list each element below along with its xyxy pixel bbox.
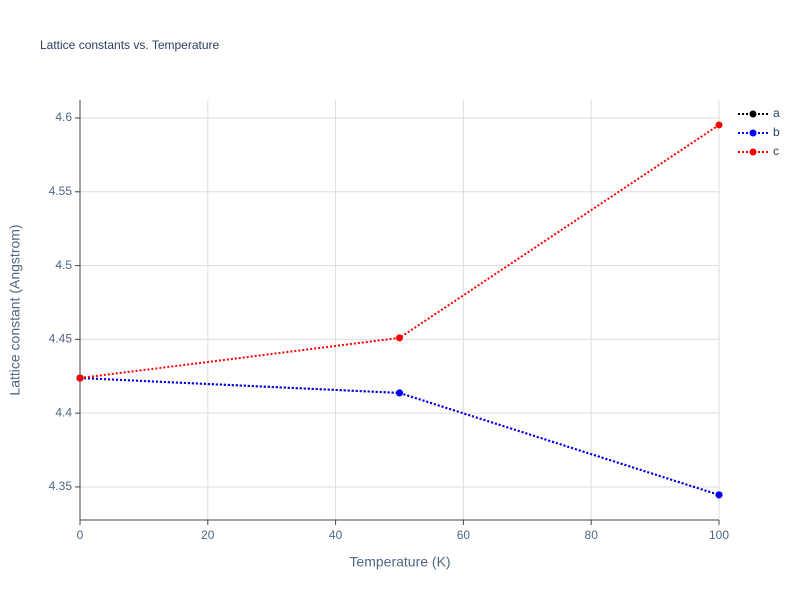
point — [715, 121, 723, 129]
point — [76, 374, 84, 382]
legend-marker — [749, 110, 757, 118]
legend-label: b — [773, 125, 780, 139]
x-tick-label: 20 — [201, 528, 215, 542]
legend-marker — [749, 129, 757, 137]
chart-title: Lattice constants vs. Temperature — [40, 38, 220, 52]
series-line — [79, 124, 720, 380]
legend-label: a — [773, 106, 780, 120]
y-tick-label: 4.35 — [49, 479, 73, 493]
y-tick-label: 4.4 — [55, 405, 72, 419]
x-axis-label: Temperature (K) — [349, 554, 450, 570]
legend-marker — [749, 148, 757, 156]
x-tick-label: 80 — [585, 528, 599, 542]
x-tick-label: 0 — [77, 528, 84, 542]
point — [715, 491, 723, 499]
x-tick-label: 60 — [457, 528, 471, 542]
y-tick-label: 4.45 — [49, 332, 73, 346]
x-tick-label: 100 — [709, 528, 729, 542]
x-tick-label: 40 — [329, 528, 343, 542]
point — [396, 334, 403, 342]
y-tick-label: 4.6 — [55, 110, 72, 124]
point — [396, 389, 403, 397]
y-axis-label: Lattice constant (Angstrom) — [7, 224, 23, 395]
legend-label: c — [773, 144, 779, 158]
y-tick-label: 4.5 — [55, 258, 72, 272]
y-tick-label: 4.55 — [49, 184, 73, 198]
